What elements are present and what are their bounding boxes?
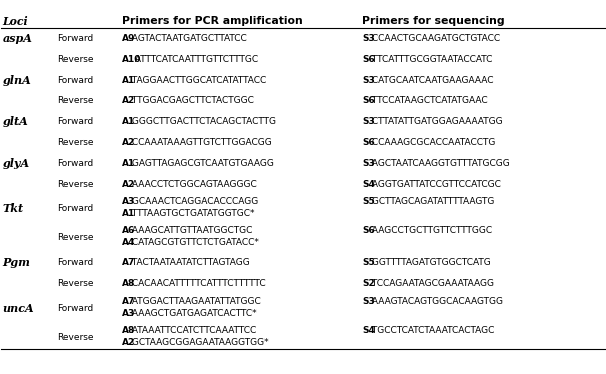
- Text: AAAGTACAGTGGCACAAGTGG: AAAGTACAGTGGCACAAGTGG: [369, 297, 503, 306]
- Text: AAGCCTGCTTGTTCTTTGGC: AAGCCTGCTTGTTCTTTGGC: [369, 226, 492, 235]
- Text: S3: S3: [362, 159, 375, 168]
- Text: Loci: Loci: [2, 16, 28, 27]
- Text: CCAAAGCGCACCAATACCTG: CCAAAGCGCACCAATACCTG: [369, 138, 495, 147]
- Text: CACAACATTTTTCATTTCTTTTTC: CACAACATTTTTCATTTCTTTTTC: [128, 279, 265, 288]
- Text: GAGTTAGAGCGTCAATGTGAAGG: GAGTTAGAGCGTCAATGTGAAGG: [128, 159, 273, 168]
- Text: CATAGCGTGTTCTCTGATACC*: CATAGCGTGTTCTCTGATACC*: [128, 238, 259, 247]
- Text: A1: A1: [122, 209, 135, 218]
- Text: Forward: Forward: [57, 117, 93, 126]
- Text: S6: S6: [362, 55, 375, 64]
- Text: AAAGCATTGTTAATGGCTGC: AAAGCATTGTTAATGGCTGC: [128, 226, 252, 235]
- Text: AGTACTAATGATGCTTATCC: AGTACTAATGATGCTTATCC: [128, 34, 247, 43]
- Text: glnA: glnA: [2, 74, 32, 86]
- Text: TACTAATAATATCTTAGTAGG: TACTAATAATATCTTAGTAGG: [128, 258, 250, 267]
- Text: TAGGAACTTGGCATCATATTACC: TAGGAACTTGGCATCATATTACC: [128, 76, 266, 85]
- Text: A2: A2: [122, 138, 135, 147]
- Text: Reverse: Reverse: [57, 96, 93, 105]
- Text: A2: A2: [122, 96, 135, 105]
- Text: A2: A2: [122, 180, 135, 188]
- Text: TCCAGAATAGCGAAATAAGG: TCCAGAATAGCGAAATAAGG: [369, 279, 494, 288]
- Text: Reverse: Reverse: [57, 138, 93, 147]
- Text: Primers for sequencing: Primers for sequencing: [362, 16, 505, 26]
- Text: TTTAAGTGCTGATATGGTGC*: TTTAAGTGCTGATATGGTGC*: [128, 209, 254, 218]
- Text: A7: A7: [122, 258, 135, 267]
- Text: Reverse: Reverse: [57, 279, 93, 288]
- Text: Forward: Forward: [57, 76, 93, 85]
- Text: aspA: aspA: [2, 33, 33, 44]
- Text: AGGTGATTATCCGTTCCATCGC: AGGTGATTATCCGTTCCATCGC: [369, 180, 501, 188]
- Text: AAACCTCTGGCAGTAAGGGC: AAACCTCTGGCAGTAAGGGC: [128, 180, 256, 188]
- Text: GGTTTTAGATGTGGCTCATG: GGTTTTAGATGTGGCTCATG: [369, 258, 490, 267]
- Text: Tkt: Tkt: [2, 203, 24, 214]
- Text: S6: S6: [362, 226, 375, 235]
- Text: CTTATATTGATGGAGAAAATGG: CTTATATTGATGGAGAAAATGG: [369, 117, 502, 126]
- Text: Forward: Forward: [57, 205, 93, 214]
- Text: S3: S3: [362, 297, 375, 306]
- Text: S6: S6: [362, 96, 375, 105]
- Text: A8: A8: [122, 279, 135, 288]
- Text: TTCATTTGCGGTAATACCATC: TTCATTTGCGGTAATACCATC: [369, 55, 492, 64]
- Text: S4: S4: [362, 180, 375, 188]
- Text: GCTTAGCAGATATTTTAAGTG: GCTTAGCAGATATTTTAAGTG: [369, 197, 494, 206]
- Text: gltA: gltA: [2, 116, 28, 127]
- Text: A8: A8: [122, 326, 135, 335]
- Text: A4: A4: [122, 238, 135, 247]
- Text: CATGCAATCAATGAAGAAAC: CATGCAATCAATGAAGAAAC: [369, 76, 493, 85]
- Text: GGGCTTGACTTCTACAGCTACTTG: GGGCTTGACTTCTACAGCTACTTG: [128, 117, 276, 126]
- Text: Primers for PCR amplification: Primers for PCR amplification: [122, 16, 303, 26]
- Text: AGCTAATCAAGGTGTTTATGCGG: AGCTAATCAAGGTGTTTATGCGG: [369, 159, 510, 168]
- Text: Reverse: Reverse: [57, 180, 93, 188]
- Text: TTCCATAAGCTCATATGAAC: TTCCATAAGCTCATATGAAC: [369, 96, 487, 105]
- Text: S4: S4: [362, 326, 375, 335]
- Text: TTGGACGAGCTTCTACTGGC: TTGGACGAGCTTCTACTGGC: [128, 96, 253, 105]
- Text: A3: A3: [122, 197, 135, 206]
- Text: S5: S5: [362, 258, 375, 267]
- Text: GCTAAGCGGAGAATAAGGTGG*: GCTAAGCGGAGAATAAGGTGG*: [128, 338, 268, 347]
- Text: A9: A9: [122, 34, 135, 43]
- Text: S2: S2: [362, 279, 375, 288]
- Text: glyA: glyA: [2, 158, 30, 169]
- Text: Forward: Forward: [57, 34, 93, 43]
- Text: A10: A10: [122, 55, 141, 64]
- Text: A6: A6: [122, 226, 135, 235]
- Text: Forward: Forward: [57, 258, 93, 267]
- Text: S5: S5: [362, 197, 375, 206]
- Text: Forward: Forward: [57, 304, 93, 313]
- Text: A2: A2: [122, 338, 135, 347]
- Text: A7: A7: [122, 297, 135, 306]
- Text: Reverse: Reverse: [57, 333, 93, 342]
- Text: AAAGCTGATGAGATCACTTC*: AAAGCTGATGAGATCACTTC*: [128, 309, 256, 318]
- Text: ATGGACTTAAGAATATTATGGC: ATGGACTTAAGAATATTATGGC: [128, 297, 261, 306]
- Text: uncA: uncA: [2, 303, 34, 314]
- Text: S3: S3: [362, 117, 375, 126]
- Text: S3: S3: [362, 76, 375, 85]
- Text: GCAAACTCAGGACACCCAGG: GCAAACTCAGGACACCCAGG: [128, 197, 258, 206]
- Text: Pgm: Pgm: [2, 257, 30, 268]
- Text: A1: A1: [122, 159, 135, 168]
- Text: S3: S3: [362, 34, 375, 43]
- Text: A1: A1: [122, 76, 135, 85]
- Text: A1: A1: [122, 117, 135, 126]
- Text: Reverse: Reverse: [57, 55, 93, 64]
- Text: Reverse: Reverse: [57, 233, 93, 242]
- Text: ATAAATTCCATCTTCAAATTCC: ATAAATTCCATCTTCAAATTCC: [128, 326, 256, 335]
- Text: S6: S6: [362, 138, 375, 147]
- Text: CCAAATAAAGTTGTCTTGGACGG: CCAAATAAAGTTGTCTTGGACGG: [128, 138, 271, 147]
- Text: A3: A3: [122, 309, 135, 318]
- Text: CCAACTGCAAGATGCTGTACC: CCAACTGCAAGATGCTGTACC: [369, 34, 500, 43]
- Text: TGCCTCATCTAAATCACTAGC: TGCCTCATCTAAATCACTAGC: [369, 326, 494, 335]
- Text: Forward: Forward: [57, 159, 93, 168]
- Text: ATTTCATCAATTTGTTCTTTGC: ATTTCATCAATTTGTTCTTTGC: [132, 55, 258, 64]
